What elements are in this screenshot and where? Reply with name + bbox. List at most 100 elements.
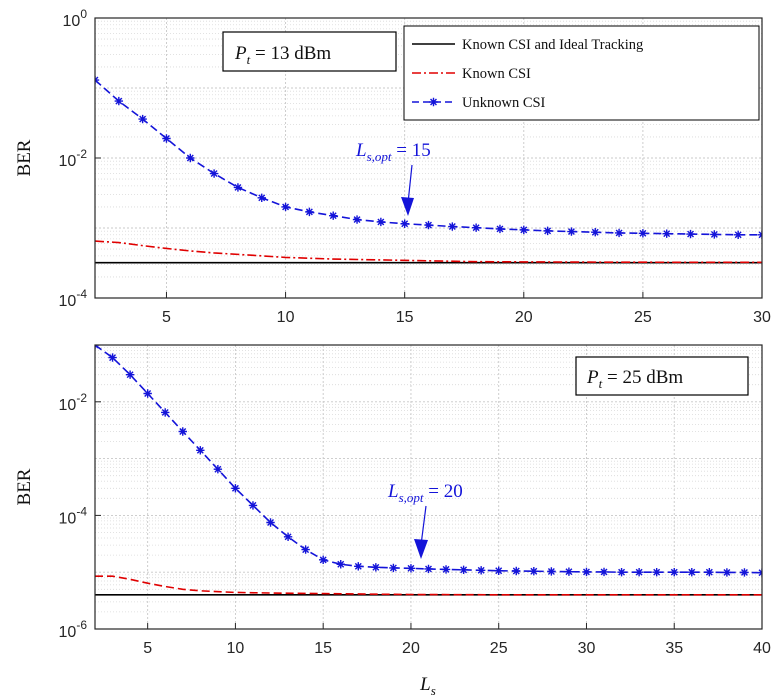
legend-label-unknown: Unknown CSI <box>462 95 546 111</box>
bottom-y-tick-label: 10-2 <box>59 391 88 414</box>
top-unknown-csi-point <box>281 202 290 212</box>
bottom-y-axis-label: BER <box>14 468 35 505</box>
svg-text:Ls,opt = 15: Ls,opt = 15 <box>355 140 431 164</box>
top-unknown-csi-point <box>543 226 552 236</box>
bottom-unknown-csi-point <box>161 408 170 417</box>
top-annotation-arrow-line <box>407 164 413 204</box>
bottom-unknown-csi-point <box>652 568 661 577</box>
bottom-unknown-csi-point <box>547 567 556 576</box>
top-unknown-csi-point <box>686 229 695 239</box>
legend-star-marker <box>429 97 438 107</box>
svg-text:Pt = 13 dBm: Pt = 13 dBm <box>234 43 331 67</box>
legend-item-ideal: Known CSI and Ideal Tracking <box>412 37 643 53</box>
bottom-unknown-csi-point <box>670 568 679 577</box>
bottom-x-axis-label: Ls <box>419 674 436 696</box>
top-box-rest: = 13 dBm <box>250 43 331 64</box>
top-ann-sub: s,opt <box>367 149 392 164</box>
bottom-x-tick-label: 20 <box>402 640 420 657</box>
top-panel: 5 10 15 20 25 30 10-4 10-2 100 BER Pt = 13 dBm K… <box>14 7 771 326</box>
bottom-unknown-csi-point <box>599 567 609 577</box>
top-power-textbox: Pt = 13 dBm <box>222 31 397 72</box>
top-unknown-csi-point <box>519 225 528 235</box>
svg-text:Ls,opt = 20: Ls,opt = 20 <box>387 481 463 505</box>
bottom-unknown-csi-point <box>722 568 732 577</box>
top-unknown-csi-point <box>305 207 314 217</box>
bottom-unknown-csi-point <box>336 560 345 569</box>
top-y-axis-label: BER <box>14 139 35 176</box>
bottom-ann-label: L <box>387 481 399 502</box>
bottom-unknown-csi-point <box>125 370 135 379</box>
top-x-tick-label: 15 <box>396 309 414 326</box>
bottom-unknown-csi-point <box>406 564 416 573</box>
bottom-unknown-csi-point <box>441 565 451 574</box>
bottom-unknown-csi-point <box>634 568 644 577</box>
legend-label-ideal: Known CSI and Ideal Tracking <box>462 37 643 53</box>
bottom-unknown-csi-point <box>318 555 328 565</box>
top-axes-frame <box>94 17 763 299</box>
top-unknown-csi-point <box>662 229 671 238</box>
top-x-tick-label: 5 <box>162 309 171 326</box>
top-box-sub: t <box>247 52 251 67</box>
bottom-unknown-csi-point <box>178 427 187 436</box>
bottom-x-tick-label: 35 <box>665 640 683 657</box>
bottom-unknown-csi-point <box>213 465 223 474</box>
bottom-unknown-csi-point <box>301 545 310 554</box>
bottom-unknown-csi-point <box>354 562 363 571</box>
top-unknown-csi-point <box>114 96 124 106</box>
top-unknown-csi-point <box>376 217 386 227</box>
bottom-unknown-csi-point <box>459 565 468 575</box>
top-unknown-csi-point <box>495 224 505 234</box>
bottom-unknown-csi-point <box>371 563 381 572</box>
top-x-tick-label: 10 <box>277 309 295 326</box>
top-box-label: P <box>234 43 247 64</box>
bottom-annotation-arrow-head <box>414 539 428 559</box>
top-x-tick-label: 20 <box>515 309 533 326</box>
bottom-x-tick-label: 15 <box>314 640 332 657</box>
bottom-panel: 5 10 15 20 25 30 35 40 10-6 10-4 10-2 BER Ls Pt = … <box>14 344 771 696</box>
top-annotation-arrow-head <box>401 197 414 216</box>
legend-item-unknown: Unknown CSI <box>412 95 546 111</box>
bottom-unknown-csi-point <box>740 568 749 577</box>
bottom-unknown-csi-point <box>494 566 503 575</box>
top-unknown-csi-point <box>352 215 362 224</box>
top-unknown-csi-point <box>448 222 457 231</box>
bottom-x-tick-label: 5 <box>143 640 152 657</box>
bottom-unknown-csi-point <box>476 566 486 575</box>
top-series-known-csi <box>95 240 762 264</box>
top-unknown-csi-point <box>329 211 338 220</box>
top-unknown-csi-point <box>567 227 576 236</box>
top-unknown-csi-point <box>162 134 171 143</box>
bottom-unknown-csi-point <box>582 567 591 577</box>
top-unknown-csi-point <box>138 114 147 124</box>
top-unknown-csi-point <box>733 230 743 239</box>
legend-label-known: Known CSI <box>462 66 531 82</box>
svg-text:Pt = 25 dBm: Pt = 25 dBm <box>586 367 683 391</box>
top-y-tick-label: 10-4 <box>59 287 88 310</box>
bottom-series-known-csi <box>95 575 762 596</box>
bottom-unknown-csi-point <box>389 563 398 573</box>
bottom-unknown-csi-point <box>512 566 521 576</box>
bottom-unknown-csi-point <box>283 532 293 541</box>
bottom-unknown-csi-point <box>687 568 696 577</box>
legend-item-known: Known CSI <box>412 66 531 82</box>
top-y-tick-label: 10-2 <box>59 147 88 170</box>
bottom-axes-frame <box>94 344 763 630</box>
top-x-tick-label: 30 <box>753 309 771 326</box>
legend: Known CSI and Ideal Tracking Known CSI U… <box>403 25 760 121</box>
bottom-optimum-annotation: Ls,opt = 20 <box>387 481 463 559</box>
top-unknown-csi-point <box>614 228 624 238</box>
top-unknown-csi-point <box>400 219 409 228</box>
bottom-unknown-csi-point <box>529 567 539 576</box>
bottom-unknown-csi-point <box>108 353 117 362</box>
top-y-tick-label: 100 <box>63 7 88 30</box>
bottom-unknown-csi-point <box>231 484 240 493</box>
top-ticks: 5 10 15 20 25 30 10-4 10-2 100 <box>59 7 771 326</box>
top-unknown-csi-point <box>591 228 600 237</box>
bottom-y-tick-label: 10-4 <box>59 504 88 527</box>
bottom-unknown-csi-point <box>424 564 433 574</box>
top-x-tick-label: 25 <box>634 309 652 326</box>
top-unknown-csi-point <box>471 223 481 232</box>
bottom-annotation-arrow-line <box>420 505 427 546</box>
bottom-unknown-csi-point <box>143 389 152 398</box>
